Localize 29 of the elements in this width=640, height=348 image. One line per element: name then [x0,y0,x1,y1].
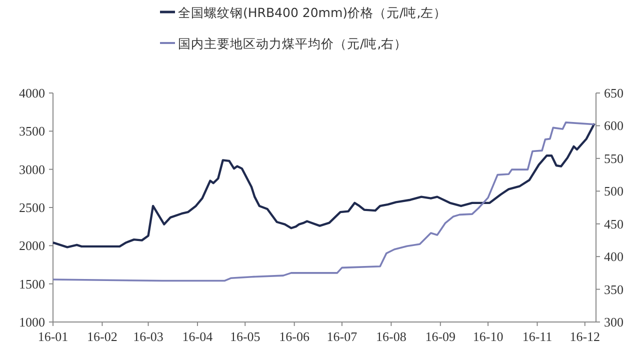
y2-tick-label: 650 [604,86,624,100]
y-tick-label: 3000 [19,162,45,177]
x-tick-label: 16-08 [376,329,406,344]
y2-tick-label: 550 [604,150,624,166]
x-tick-label: 16-04 [182,329,214,344]
x-tick-label: 16-01 [38,329,68,344]
y2-tick-label: 600 [604,118,624,134]
x-tick-label: 16-03 [133,329,164,344]
y-tick-label: 1000 [19,314,45,330]
y2-tick-label: 350 [604,282,624,297]
legend-label: 全国螺纹钢(HRB400 20mm)价格（元/吨,左） [178,5,447,20]
y-tick-label: 2000 [19,238,45,254]
y2-tick-label: 400 [604,249,624,264]
x-tick-label: 16-09 [425,329,456,344]
x-tick-label: 16-12 [570,329,600,344]
y-tick-label: 1500 [19,276,45,292]
x-tick-label: 16-10 [472,329,504,344]
x-tick-label: 16-07 [326,329,358,344]
y-tick-label: 2500 [19,200,45,215]
y-tick-label: 4000 [19,86,45,100]
legend-label: 国内主要地区动力煤平均价（元/吨,右） [178,36,408,51]
y2-tick-label: 500 [604,184,624,199]
y-tick-label: 3500 [19,124,45,139]
x-tick-label: 16-06 [279,329,310,344]
x-tick-label: 16-02 [87,329,118,344]
x-tick-label: 16-11 [522,329,552,344]
y2-tick-label: 450 [604,216,624,232]
y2-tick-label: 300 [604,314,624,330]
x-tick-label: 16-05 [230,329,260,344]
